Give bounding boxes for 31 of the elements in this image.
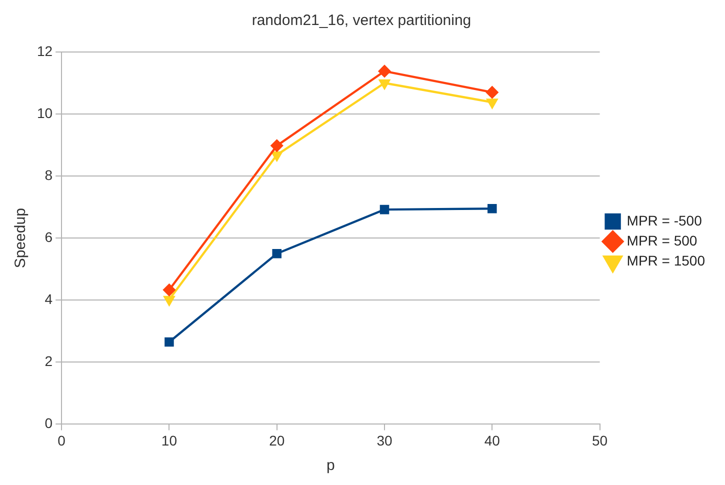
point [378,65,391,78]
x-tick-label: 40 [484,432,500,448]
point [164,337,174,347]
legend-label: MPR = 500 [626,232,698,248]
x-axis-title: p [326,457,335,474]
y-tick-label: 2 [44,353,53,370]
point [379,79,390,90]
y-tick-label: 4 [44,290,53,307]
point [164,296,175,306]
y-tick-label: 6 [44,228,53,245]
y-tick-label: 0 [44,415,53,432]
legend-label: MPR = 1500 [626,252,706,268]
chart-title: random21_16, vertex partitioning [252,12,472,30]
y-axis-title: Speedup [12,208,30,268]
x-tick-label: 10 [161,432,178,448]
point [271,151,282,162]
point [486,98,498,108]
point [163,284,176,296]
point [272,248,282,258]
x-tick-label: 50 [592,432,608,448]
y-tick-label: 10 [36,104,53,121]
x-tick-label: 20 [269,432,285,448]
point [270,140,283,152]
point [486,86,498,98]
x-tick-label: 0 [58,432,66,448]
point [380,204,390,214]
point [488,204,497,214]
y-tick-label: 12 [36,42,53,59]
legend-label: MPR = -500 [626,212,702,228]
x-tick-label: 30 [376,432,392,448]
y-tick-label: 8 [44,166,53,183]
